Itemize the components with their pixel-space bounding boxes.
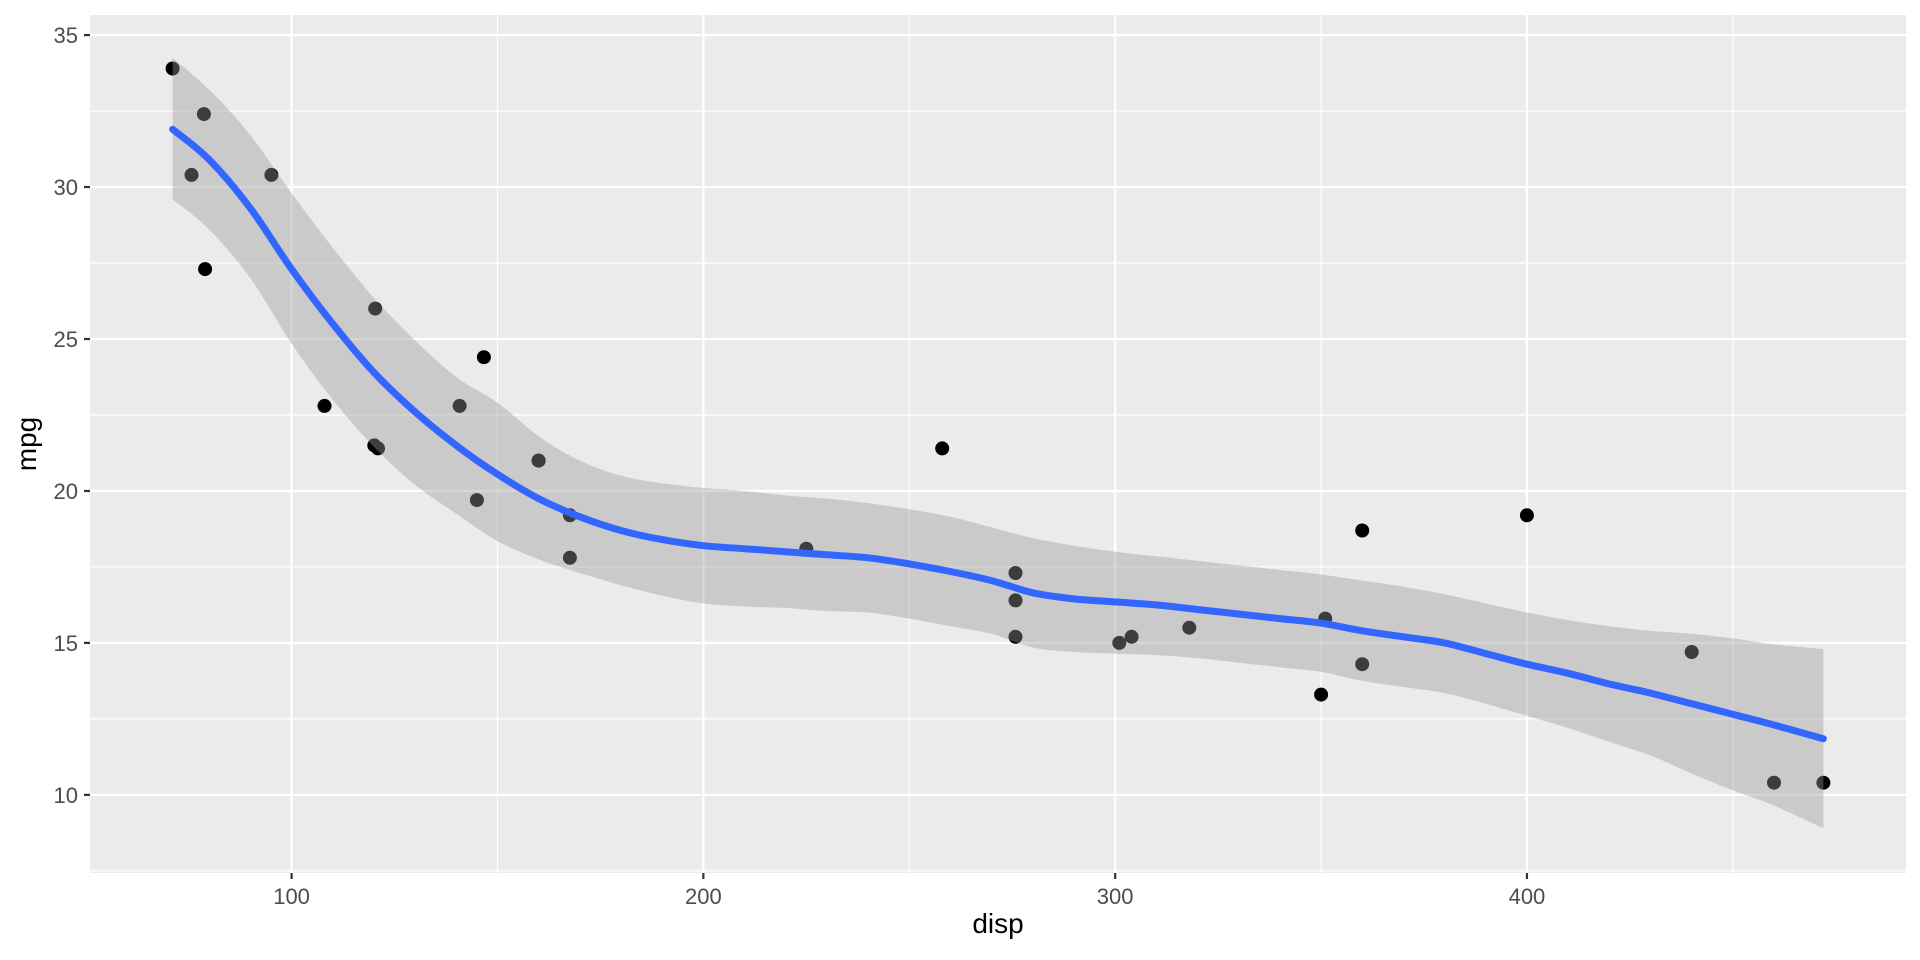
data-point: [1008, 629, 1023, 644]
data-point: [317, 398, 332, 413]
x-tick-label: 200: [685, 884, 722, 909]
data-point: [935, 441, 950, 456]
data-point: [368, 301, 383, 316]
data-point: [1767, 775, 1781, 790]
data-point: [1008, 566, 1023, 580]
data-point: [531, 453, 546, 468]
data-point: [264, 167, 279, 182]
loess-smooth-line: [169, 125, 1827, 743]
data-point: [1182, 620, 1197, 635]
y-tick-label: 15: [54, 631, 78, 656]
data-point: [1816, 775, 1831, 790]
y-tick-label: 20: [54, 479, 78, 504]
data-point: [1355, 657, 1370, 672]
x-axis-title: disp: [972, 908, 1024, 939]
data-point: [1112, 635, 1127, 650]
x-tick-label: 300: [1097, 884, 1134, 909]
data-point: [198, 262, 213, 277]
y-axis-title: mpg: [11, 416, 42, 472]
data-point: [1314, 687, 1329, 702]
data-point: [1008, 593, 1023, 608]
data-point: [1684, 645, 1699, 659]
axis-ticks-and-labels: 100 200 300 400 10 15 20 25 30 35: [54, 23, 1546, 909]
y-tick-label: 25: [54, 327, 78, 352]
data-point: [165, 61, 180, 76]
data-point: [196, 107, 211, 122]
y-tick-label: 10: [54, 783, 78, 808]
data-point: [562, 550, 577, 565]
minor-gridlines: [90, 15, 1906, 873]
data-point: [476, 350, 491, 365]
data-point: [1355, 523, 1370, 538]
data-point: [1124, 629, 1139, 644]
major-gridlines: [90, 15, 1906, 873]
data-point: [469, 493, 484, 508]
data-point: [371, 441, 385, 456]
data-point: [184, 167, 199, 182]
data-point: [1519, 508, 1534, 523]
x-tick-label: 100: [273, 884, 310, 909]
x-tick-label: 400: [1509, 884, 1546, 909]
y-tick-label: 35: [54, 23, 78, 48]
data-point: [452, 398, 467, 413]
y-tick-label: 30: [54, 175, 78, 200]
panel-background: [90, 15, 1906, 873]
